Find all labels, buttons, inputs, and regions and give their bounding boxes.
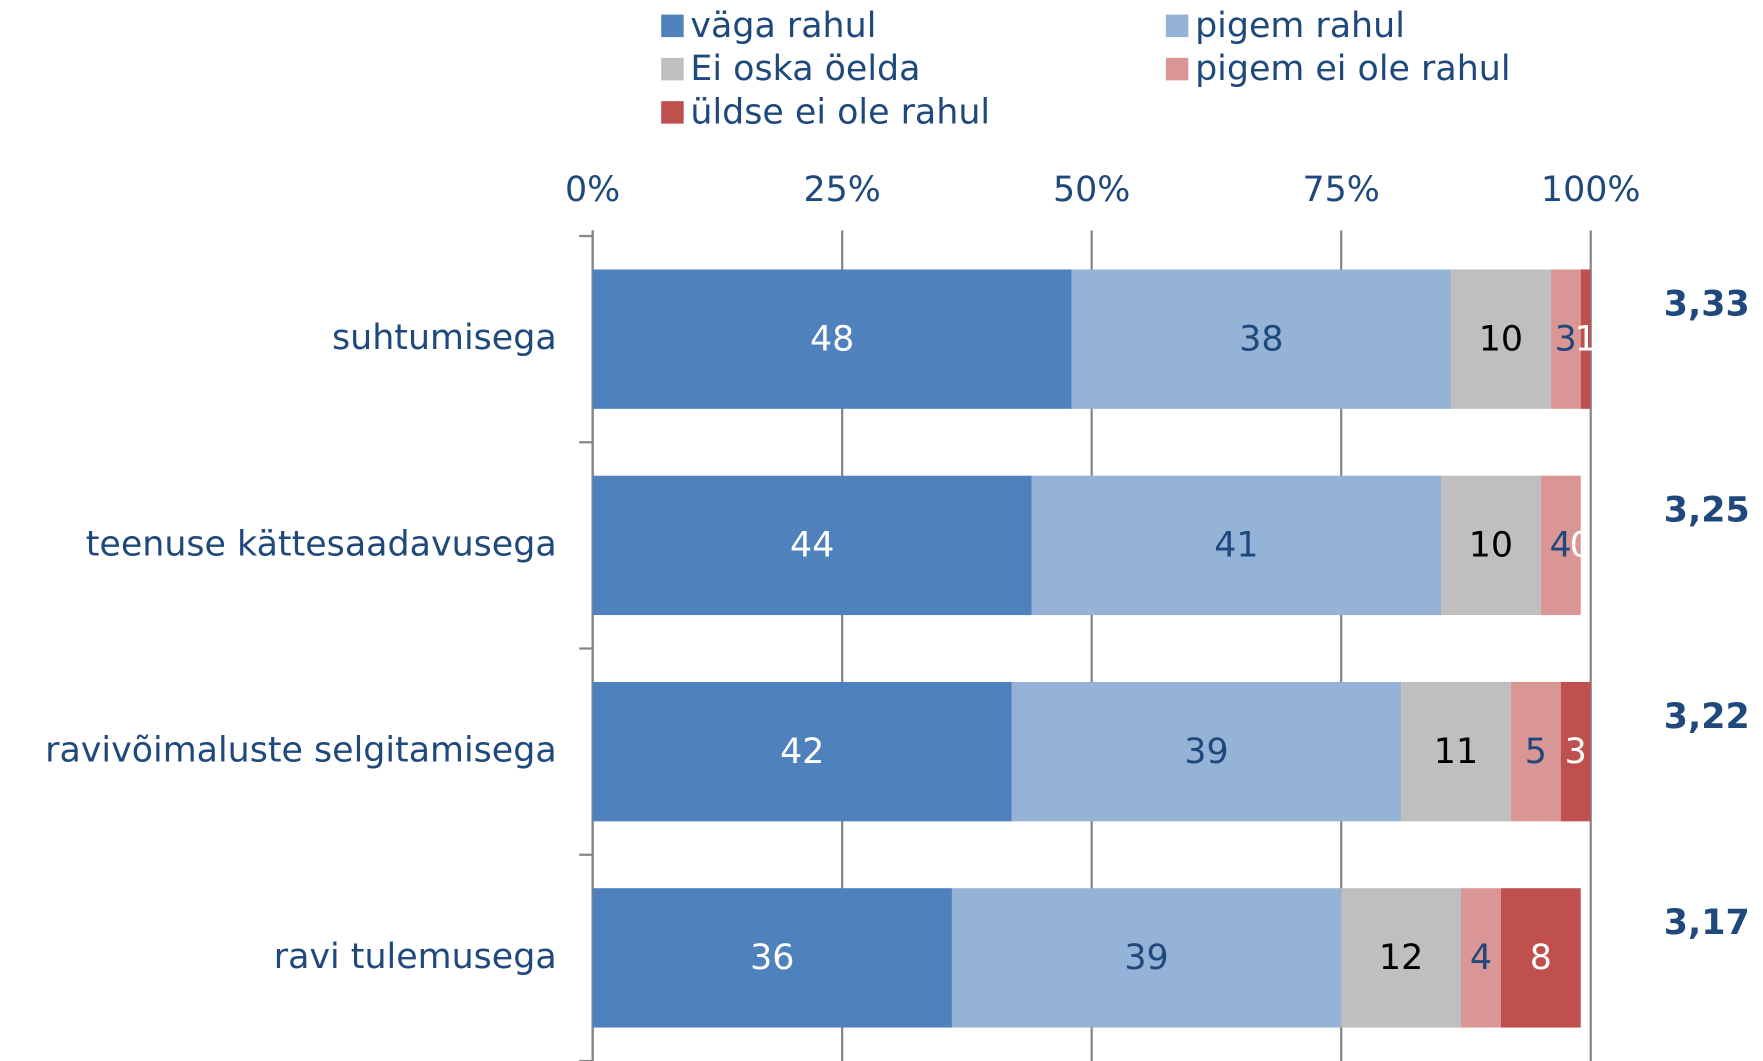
x-tick-label: 25% [803,170,880,210]
bar-segment [1011,681,1402,822]
bar-segment [1540,475,1581,616]
data-label: 44 [790,526,834,566]
bar-segment [1341,888,1461,1028]
data-label: 10 [1469,526,1513,566]
bar-segment [592,475,1032,616]
bar-segment [1401,681,1511,822]
data-label: 41 [1214,526,1258,566]
data-label: 38 [1239,319,1283,359]
data-label: 36 [750,938,794,978]
bar-segment [592,681,1012,822]
y-tick-label: teenuse kättesaadavusega [86,524,557,564]
bar-segment [1500,888,1581,1028]
bar-segment [592,888,952,1028]
data-label: 5 [1525,732,1547,772]
bar-segment [1440,475,1541,616]
x-tick-label: 0% [565,170,620,210]
mean-annotation: 3,22 [1664,697,1750,737]
bar-segment [1460,888,1501,1028]
x-tick-label: 100% [1541,170,1641,210]
bar-segment [592,269,1072,409]
legend-label: pigem rahul [1195,6,1405,46]
y-tick-label: suhtumisega [332,318,557,358]
data-label: 4 [1550,526,1572,566]
y-tick-label: ravi tulemusega [274,937,557,977]
data-label: 1 [1575,319,1597,359]
data-label: 10 [1479,319,1523,359]
x-tick-label: 50% [1053,170,1130,210]
data-label: 0 [1570,526,1592,566]
data-label: 4 [1470,938,1492,978]
x-tick-label: 75% [1302,170,1379,210]
data-label: 3 [1565,732,1587,772]
data-label: 39 [1184,732,1228,772]
mean-annotation: 3,33 [1664,284,1750,324]
legend-swatch [661,57,684,81]
legend-label: üldse ei ole rahul [690,93,990,133]
data-label: 39 [1124,938,1168,978]
data-label: 3 [1555,319,1577,359]
bar-segment [1550,269,1581,409]
legend-swatch [1165,14,1189,38]
data-label: 12 [1379,938,1423,978]
mean-annotation: 3,25 [1664,491,1750,531]
legend-swatch [661,14,684,38]
legend-label: väga rahul [690,6,876,46]
bar-segment [1580,269,1591,409]
data-label: 42 [780,732,824,772]
bar-segment [1560,681,1591,822]
data-label: 48 [810,319,854,359]
bar-segment [1510,681,1561,822]
y-tick-label: ravivõimaluste selgitamisega [45,731,557,771]
bar-segment [951,888,1342,1028]
data-label: 8 [1530,938,1552,978]
legend-label: Ei oska öelda [690,49,920,89]
legend-swatch [661,101,684,124]
mean-annotation: 3,17 [1664,903,1750,943]
legend-label: pigem ei ole rahul [1195,49,1510,89]
data-label: 11 [1434,732,1478,772]
bar-segment [1071,269,1451,409]
legend-swatch [1165,57,1189,81]
bar-segment [1031,475,1441,616]
bar-segment [1450,269,1551,409]
